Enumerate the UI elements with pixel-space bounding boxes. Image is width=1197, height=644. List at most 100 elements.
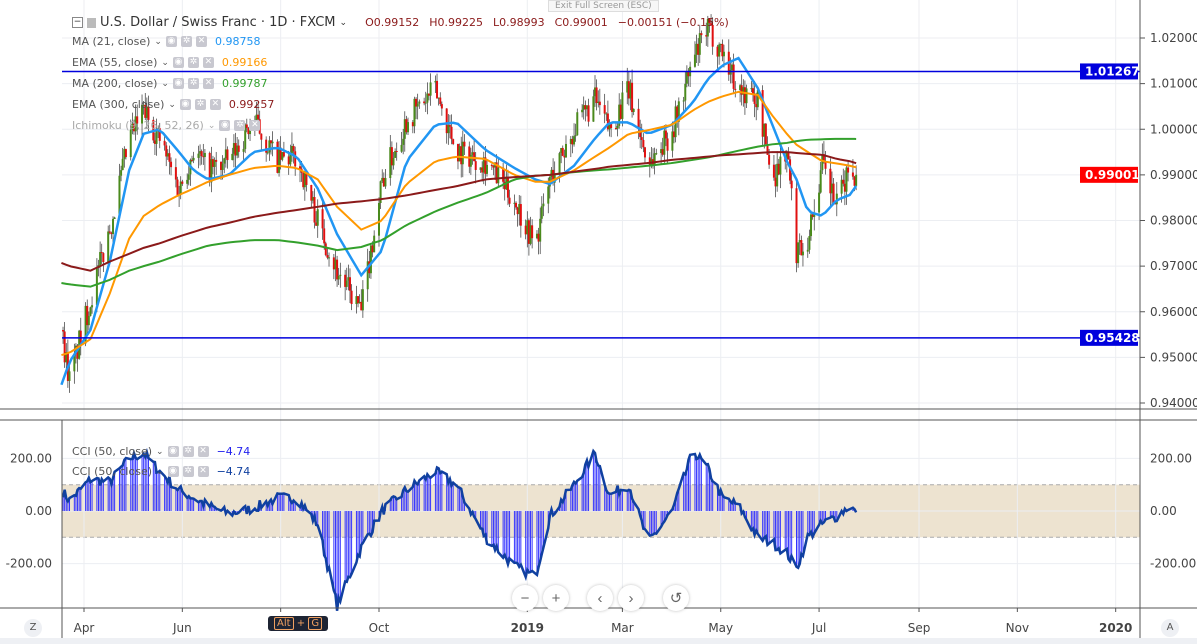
zoom-in-button[interactable]: + — [543, 585, 569, 611]
eye-icon[interactable]: ◉ — [179, 99, 191, 110]
eye-icon[interactable]: ◉ — [165, 36, 177, 47]
ohlc-open: O0.99152 — [365, 16, 420, 29]
zoom-out-button[interactable]: − — [512, 585, 538, 611]
time-axis-label: Jun — [172, 621, 192, 635]
chevron-down-icon[interactable]: ⌄ — [154, 36, 162, 47]
chevron-down-icon[interactable]: ⌄ — [168, 99, 176, 110]
reset-chart-button[interactable]: ↺ — [663, 585, 689, 611]
candle-body — [418, 101, 421, 104]
eye-icon[interactable]: ◉ — [167, 466, 179, 477]
candle-body — [439, 97, 442, 105]
indicator-label[interactable]: Ichimoku (9, 26, 52, 26) — [72, 119, 204, 132]
candle-body — [147, 106, 150, 120]
candle-body — [764, 123, 767, 145]
candle-body — [527, 220, 530, 244]
candle-body — [134, 116, 137, 132]
candle-body — [798, 240, 801, 243]
candle-body — [305, 171, 308, 185]
eye-icon[interactable]: ◉ — [219, 120, 231, 131]
eye-icon[interactable]: ◉ — [172, 78, 184, 89]
gear-icon[interactable]: ✲ — [234, 120, 246, 131]
candle-body — [753, 93, 756, 104]
candle-body — [231, 153, 234, 161]
candle-body — [700, 33, 703, 36]
candle-body — [213, 159, 216, 167]
candle-body — [369, 245, 372, 274]
close-icon[interactable]: ✕ — [197, 446, 209, 457]
candle-body — [112, 218, 115, 235]
candle-body — [336, 259, 339, 280]
indicator-label[interactable]: EMA (55, close) — [72, 56, 158, 69]
close-icon[interactable]: ✕ — [209, 99, 221, 110]
candle-body — [266, 152, 269, 154]
close-icon[interactable]: ✕ — [249, 120, 261, 131]
candle-body — [484, 157, 487, 174]
time-axis-label: Oct — [369, 621, 390, 635]
close-icon[interactable]: ✕ — [202, 78, 214, 89]
candle-body — [685, 71, 688, 84]
candle-body — [99, 252, 102, 266]
price-axis-label: 1.01000 — [1150, 77, 1197, 91]
candle-body — [642, 139, 645, 148]
indicator-label[interactable]: MA (200, close) — [72, 77, 158, 90]
chevron-down-icon[interactable]: ⌄ — [156, 446, 164, 457]
gear-icon[interactable]: ✲ — [187, 78, 199, 89]
candle-body — [732, 64, 735, 89]
candle-body — [62, 330, 65, 332]
gear-icon[interactable]: ✲ — [182, 446, 194, 457]
candle-body — [197, 153, 200, 158]
ma-line — [61, 90, 857, 357]
time-axis-label: Mar — [611, 621, 634, 635]
candle-body — [461, 141, 464, 165]
candle-body — [265, 139, 268, 153]
candle-body — [592, 96, 595, 122]
candle-body — [302, 172, 305, 188]
candle-body — [389, 147, 392, 179]
scroll-right-button[interactable]: › — [618, 585, 644, 611]
timezone-button[interactable]: Z — [24, 619, 42, 637]
candle-body — [722, 51, 725, 57]
candle-body — [469, 154, 472, 167]
candle-body — [774, 177, 777, 187]
eye-icon[interactable]: ◉ — [167, 446, 179, 457]
close-icon[interactable]: ✕ — [197, 466, 209, 477]
candle-body — [542, 203, 545, 207]
indicator-label[interactable]: EMA (300, close) — [72, 98, 165, 111]
chevron-down-icon[interactable]: ⌄ — [156, 466, 164, 477]
gear-icon[interactable]: ✲ — [194, 99, 206, 110]
close-icon[interactable]: ✕ — [202, 57, 214, 68]
symbol-title[interactable]: U.S. Dollar / Swiss Franc · 1D · FXCM — [100, 15, 336, 30]
chevron-down-icon[interactable]: ⌄ — [161, 78, 169, 89]
candle-body — [108, 231, 111, 233]
auto-scale-button[interactable]: A — [1161, 619, 1179, 637]
gear-icon[interactable]: ✲ — [180, 36, 192, 47]
indicator-label[interactable]: CCI (50, close) — [72, 465, 153, 478]
eye-icon[interactable]: ◉ — [172, 57, 184, 68]
candle-body — [247, 127, 250, 135]
candle-body — [384, 178, 387, 187]
chevron-down-icon[interactable]: ⌄ — [207, 120, 216, 131]
chevron-down-icon[interactable]: ⌄ — [339, 17, 348, 28]
indicator-label[interactable]: MA (21, close) — [72, 35, 151, 48]
candle-body — [437, 97, 440, 99]
candle-body — [324, 243, 327, 256]
gear-icon[interactable]: ✲ — [182, 466, 194, 477]
candle-body — [626, 81, 629, 93]
candle-body — [621, 92, 624, 119]
last-price-label: 0.99001 — [1085, 168, 1140, 182]
candle-body — [423, 101, 426, 104]
candle-body — [339, 274, 342, 277]
candle-body — [671, 131, 674, 151]
candle-body — [742, 87, 745, 95]
candle-body — [326, 255, 329, 258]
indicator-label[interactable]: CCI (50, close) — [72, 445, 153, 458]
scroll-left-button[interactable]: ‹ — [587, 585, 613, 611]
chevron-down-icon[interactable]: ⌄ — [161, 57, 169, 68]
close-icon[interactable]: ✕ — [195, 36, 207, 47]
exit-fullscreen-hint[interactable]: Exit Full Screen (ESC) — [548, 0, 659, 12]
gear-icon[interactable]: ✲ — [187, 57, 199, 68]
candle-body — [348, 277, 351, 291]
collapse-icon[interactable]: − — [72, 17, 83, 28]
price-axis-label: 1.02000 — [1150, 31, 1197, 45]
